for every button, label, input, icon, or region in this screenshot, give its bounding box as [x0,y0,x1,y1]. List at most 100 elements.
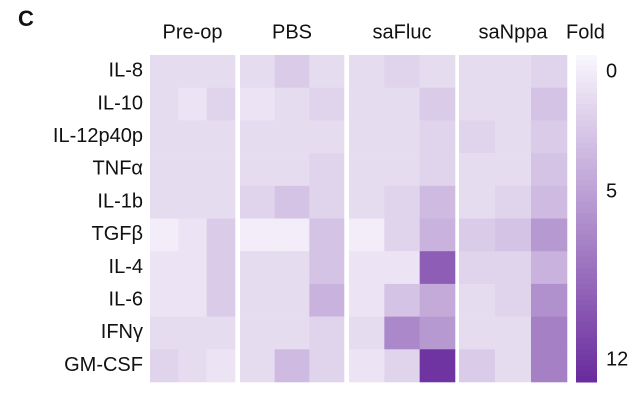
colorbar-segment [576,93,597,100]
colorbar-tick-label: 5 [606,180,617,202]
heatmap-cell [459,251,496,285]
colorbar-segment [576,76,597,83]
row-label: IL-4 [109,256,143,278]
heatmap-cell [274,316,310,350]
heatmap-cell [459,120,496,154]
heatmap-cell [240,185,275,219]
colorbar-tick-label: 12 [606,348,628,370]
heatmap-cell [419,218,456,252]
heatmap-cell [206,153,236,187]
heatmap-cell [206,349,236,383]
heatmap-cell [178,153,207,187]
heatmap-cell [150,87,179,121]
heatmap-cell [240,218,275,252]
heatmap-cell [419,251,456,285]
heatmap-cell [531,185,568,219]
heatmap-cell [531,153,568,187]
heatmap-cell [206,218,236,252]
heatmap-cell [419,283,456,317]
heatmap-cell [495,153,532,187]
heatmap-cell [349,185,385,219]
heatmap-cell [349,283,385,317]
colorbar-segment [576,349,597,356]
heatmap-cell [309,218,345,252]
colorbar-segment [576,229,597,236]
group-label: saNppa [479,21,549,43]
colorbar-segment [576,207,597,214]
heatmap-cell [240,283,275,317]
colorbar-segment [576,300,597,307]
heatmap-cell [309,349,345,383]
heatmap-cell [495,185,532,219]
colorbar-segment [576,136,597,143]
heatmap-cell [384,283,420,317]
heatmap-cell [419,87,456,121]
heatmap-cell [419,349,456,383]
heatmap-cell [459,218,496,252]
heatmap-cell [309,316,345,350]
colorbar-segment [576,322,597,328]
heatmap-cell [384,153,420,187]
heatmap-cell [531,251,568,285]
colorbar-segment [576,147,597,154]
colorbar-segment [576,131,597,138]
heatmap-cell [274,218,310,252]
colorbar-title: Fold [566,21,605,43]
colorbar-segment [576,365,597,372]
heatmap-cell [495,251,532,285]
heatmap-cell [178,251,207,285]
heatmap-cell [206,185,236,219]
colorbar-segment [576,278,597,285]
heatmap-cell [150,185,179,219]
colorbar-segment [576,169,597,176]
colorbar-segment [576,332,597,339]
heatmap-cell [384,185,420,219]
heatmap-cell [240,251,275,285]
colorbar-segment [576,153,597,160]
heatmap-cell [531,283,568,317]
heatmap-cell [178,316,207,350]
row-label: TGFβ [92,223,144,245]
heatmap-cell [240,153,275,187]
colorbar-segment [576,104,597,110]
colorbar-segment [576,114,597,121]
heatmap-cell [349,218,385,252]
colorbar-segment [576,234,597,241]
heatmap-cell [178,218,207,252]
colorbar-segment [576,65,597,72]
heatmap-cell [459,316,496,350]
colorbar-segment [576,360,597,367]
row-label: IL-12p40p [53,125,143,147]
heatmap-cell [309,55,345,88]
colorbar-segment [576,316,597,323]
colorbar-segment [576,60,597,67]
heatmap-cell [178,185,207,219]
colorbar-segment [576,82,597,89]
heatmap-cell [274,251,310,285]
colorbar-segment [576,142,597,149]
heatmap-cell [240,316,275,350]
colorbar-segment [576,327,597,334]
colorbar-segment [576,311,597,318]
heatmap-cell [384,251,420,285]
heatmap-cell [274,87,310,121]
heatmap-cell [206,316,236,350]
row-label: IL-10 [97,92,143,114]
heatmap-cell [150,120,179,154]
heatmap-cell [178,349,207,383]
heatmap-cell [274,120,310,154]
heatmap-cell [178,55,207,88]
colorbar-segment [576,343,597,350]
heatmap-cell [531,120,568,154]
colorbar-segment [576,283,597,290]
heatmap-cell [206,251,236,285]
heatmap-cell [349,120,385,154]
heatmap-cell [349,55,385,88]
group-label: saFluc [373,21,432,43]
heatmap-cell [384,87,420,121]
heatmap-cell [309,185,345,219]
heatmap-cell [240,120,275,154]
heatmap-cell [531,87,568,121]
heatmap-cell [274,185,310,219]
colorbar-segment [576,125,597,132]
